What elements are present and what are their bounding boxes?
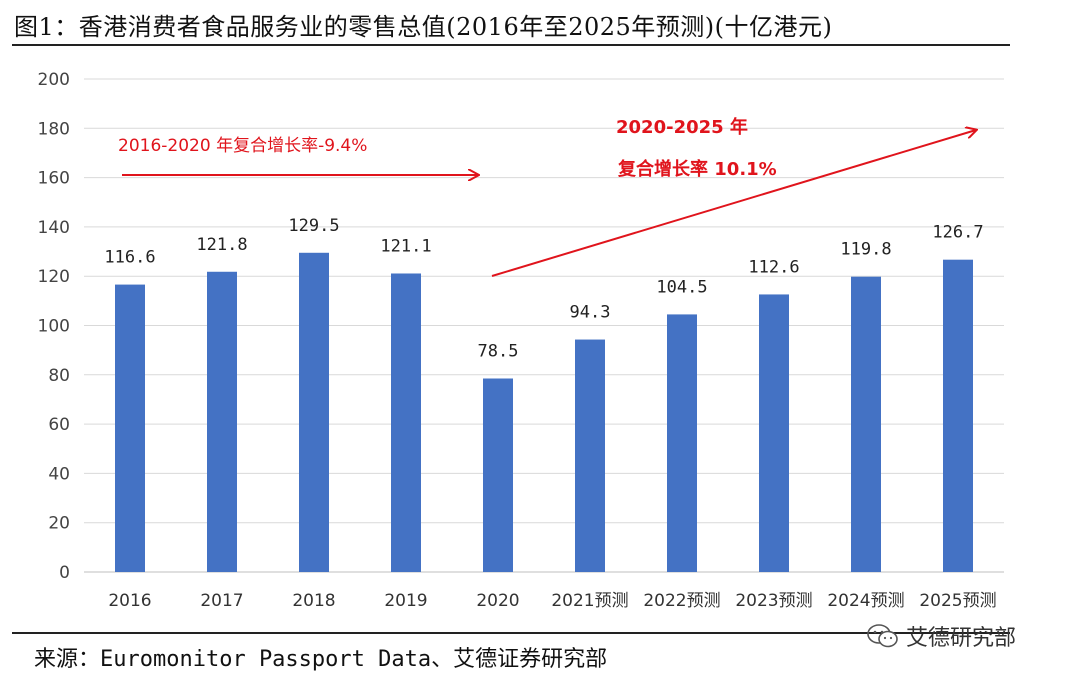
x-tick-label: 2022预测	[643, 591, 720, 611]
x-tick-label: 2020	[476, 591, 519, 611]
cagr-2016-2020-label: 2016-2020 年复合增长率-9.4%	[118, 136, 367, 156]
bar	[299, 252, 329, 572]
x-tick-label: 2018	[292, 591, 335, 611]
y-tick-label: 160	[38, 169, 70, 189]
data-label: 121.1	[380, 236, 431, 256]
x-tick-label: 2025预测	[919, 591, 996, 611]
y-tick-label: 40	[48, 464, 70, 484]
y-tick-label: 80	[48, 366, 70, 386]
x-tick-label: 2017	[200, 591, 243, 611]
bar	[207, 271, 237, 572]
data-label: 129.5	[288, 216, 339, 236]
y-tick-label: 140	[38, 218, 70, 238]
watermark: 艾德研究部	[866, 620, 1016, 652]
cagr-2020-2025-arrow	[491, 130, 976, 277]
bar	[391, 273, 421, 572]
bar	[851, 276, 881, 572]
cagr-2020-2025-label-line1: 2020-2025 年	[616, 116, 748, 138]
y-tick-label: 20	[48, 514, 70, 534]
y-tick-label: 100	[38, 317, 70, 337]
x-tick-label: 2023预测	[735, 591, 812, 611]
y-tick-label: 60	[48, 415, 70, 435]
data-label: 121.8	[196, 235, 247, 255]
x-tick-label: 2019	[384, 591, 427, 611]
chart-title: 图1：香港消费者食品服务业的零售总值(2016年至2025年预测)(十亿港元)	[14, 13, 833, 41]
x-tick-label: 2016	[108, 591, 151, 611]
watermark-text: 艾德研究部	[906, 626, 1017, 651]
data-label: 116.6	[104, 248, 155, 268]
y-tick-label: 0	[59, 563, 70, 583]
cagr-2020-2025-label-line2: 复合增长率 10.1%	[617, 158, 777, 180]
data-label: 119.8	[840, 240, 891, 260]
bar	[943, 259, 973, 572]
top-rule	[12, 44, 1010, 46]
bar	[667, 314, 697, 572]
data-label: 112.6	[748, 257, 799, 277]
bar	[575, 339, 605, 572]
data-label: 126.7	[932, 223, 983, 243]
source-note: 来源：Euromonitor Passport Data、艾德证券研究部	[34, 647, 608, 672]
bottom-rule	[12, 632, 1010, 634]
data-label: 104.5	[656, 277, 707, 297]
bar	[115, 284, 145, 572]
x-tick-label: 2024预测	[827, 591, 904, 611]
bar	[483, 378, 513, 572]
data-label: 78.5	[478, 341, 519, 361]
y-tick-label: 200	[38, 70, 70, 90]
bar	[759, 294, 789, 572]
y-tick-label: 120	[38, 267, 70, 287]
data-label: 94.3	[570, 303, 611, 323]
y-tick-label: 180	[38, 119, 70, 139]
x-tick-label: 2021预测	[551, 591, 628, 611]
wechat-icon	[867, 624, 898, 648]
